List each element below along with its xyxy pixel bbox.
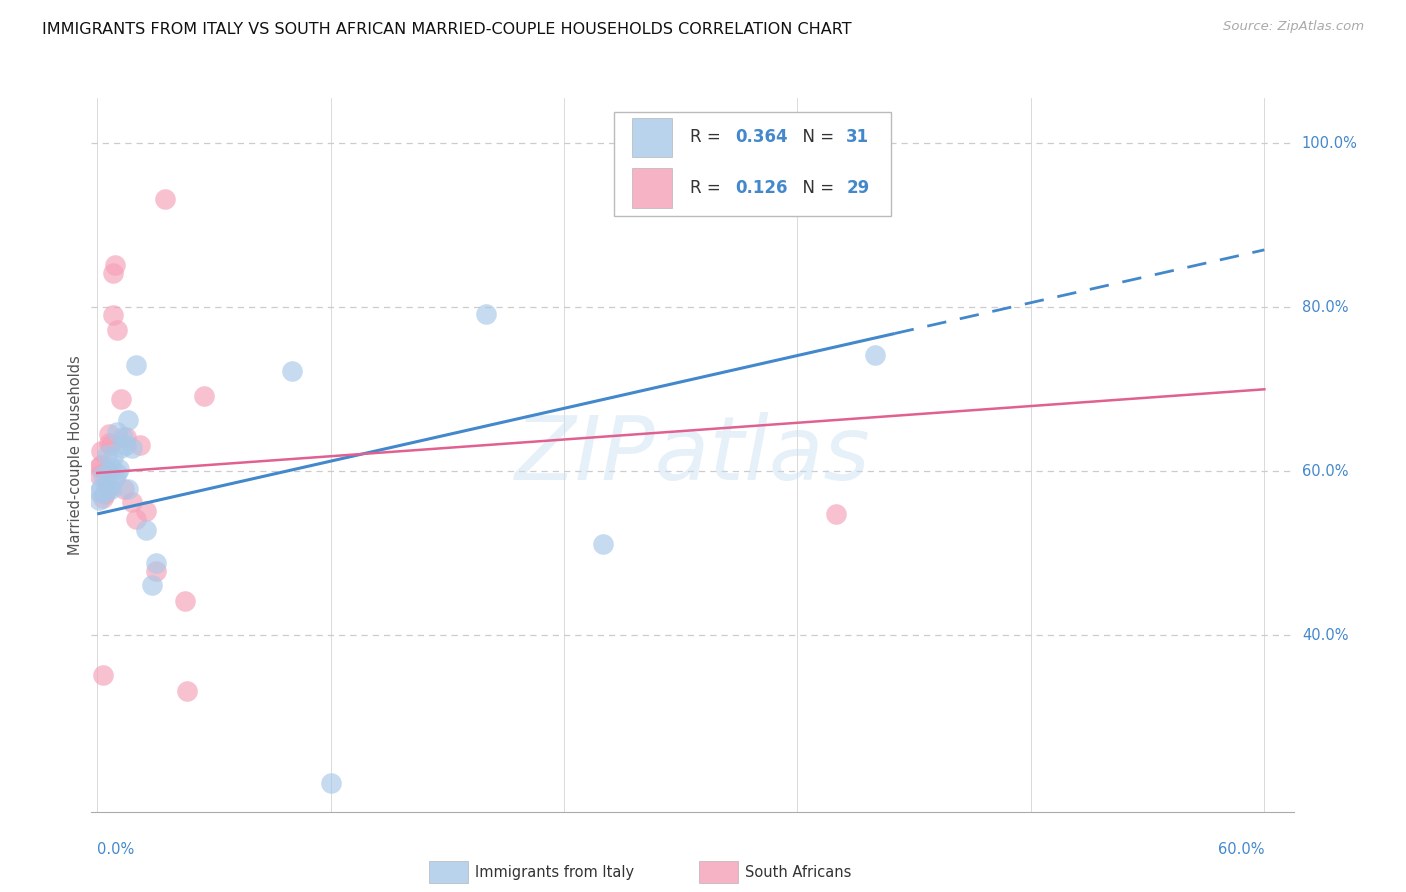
Y-axis label: Married-couple Households: Married-couple Households	[67, 355, 83, 555]
Text: Source: ZipAtlas.com: Source: ZipAtlas.com	[1223, 20, 1364, 33]
Text: IMMIGRANTS FROM ITALY VS SOUTH AFRICAN MARRIED-COUPLE HOUSEHOLDS CORRELATION CHA: IMMIGRANTS FROM ITALY VS SOUTH AFRICAN M…	[42, 22, 852, 37]
Text: 0.126: 0.126	[735, 179, 789, 197]
Text: 60.0%: 60.0%	[1218, 842, 1264, 857]
Text: R =: R =	[690, 128, 725, 146]
Point	[107, 462, 129, 476]
Point	[825, 507, 848, 521]
Point	[97, 427, 120, 442]
Text: N =: N =	[792, 179, 839, 197]
Point	[475, 307, 498, 321]
Point	[135, 524, 157, 538]
Text: 29: 29	[846, 179, 869, 197]
Point	[101, 266, 124, 280]
Point	[319, 776, 342, 790]
Text: 60.0%: 60.0%	[1302, 464, 1348, 479]
Point	[91, 667, 114, 681]
Point	[104, 471, 127, 485]
Point	[97, 435, 120, 450]
Point	[94, 484, 117, 499]
Point	[105, 323, 128, 337]
Point	[173, 594, 195, 608]
Point	[145, 565, 167, 579]
Point	[141, 577, 163, 591]
Point	[105, 466, 128, 480]
Point	[96, 463, 118, 477]
Point	[90, 481, 112, 495]
Point	[89, 484, 111, 499]
Point	[129, 438, 152, 452]
Point	[110, 392, 132, 406]
FancyBboxPatch shape	[633, 118, 672, 157]
Point	[90, 443, 112, 458]
Point	[121, 442, 143, 456]
Point	[121, 495, 143, 509]
Point	[97, 466, 120, 480]
Point	[155, 192, 177, 206]
Text: 100.0%: 100.0%	[1302, 136, 1358, 151]
Point	[115, 430, 138, 444]
Point	[145, 556, 167, 570]
Text: South Africans: South Africans	[745, 865, 852, 880]
Point	[96, 448, 118, 462]
Point	[104, 258, 127, 272]
Point	[100, 483, 122, 497]
Text: 0.0%: 0.0%	[97, 842, 135, 857]
Point	[100, 460, 122, 475]
Point	[176, 684, 198, 698]
Point	[111, 430, 134, 444]
Point	[101, 450, 124, 464]
Point	[125, 512, 148, 526]
Point	[135, 504, 157, 518]
Point	[117, 413, 139, 427]
Point	[91, 491, 114, 505]
Text: ZIPatlas: ZIPatlas	[515, 412, 870, 498]
Point	[89, 460, 111, 475]
Point	[115, 438, 138, 452]
Point	[91, 468, 114, 483]
Point	[89, 468, 111, 483]
Text: 0.364: 0.364	[735, 128, 789, 146]
Point	[90, 458, 112, 472]
Point	[125, 358, 148, 372]
Text: N =: N =	[792, 128, 839, 146]
Text: Immigrants from Italy: Immigrants from Italy	[475, 865, 634, 880]
Point	[96, 476, 118, 491]
Text: R =: R =	[690, 179, 725, 197]
Point	[865, 348, 887, 362]
FancyBboxPatch shape	[633, 169, 672, 208]
Point	[97, 481, 120, 495]
Point	[100, 438, 122, 452]
Point	[281, 364, 304, 378]
Point	[193, 389, 215, 403]
Text: 80.0%: 80.0%	[1302, 300, 1348, 315]
Point	[110, 442, 132, 456]
Point	[89, 493, 111, 508]
Point	[114, 483, 136, 497]
Point	[96, 483, 118, 497]
FancyBboxPatch shape	[614, 112, 891, 216]
Point	[105, 425, 128, 439]
Point	[94, 487, 117, 501]
Text: 31: 31	[846, 128, 869, 146]
Point	[101, 309, 124, 323]
Point	[592, 536, 614, 550]
Text: 40.0%: 40.0%	[1302, 628, 1348, 643]
Point	[117, 483, 139, 497]
